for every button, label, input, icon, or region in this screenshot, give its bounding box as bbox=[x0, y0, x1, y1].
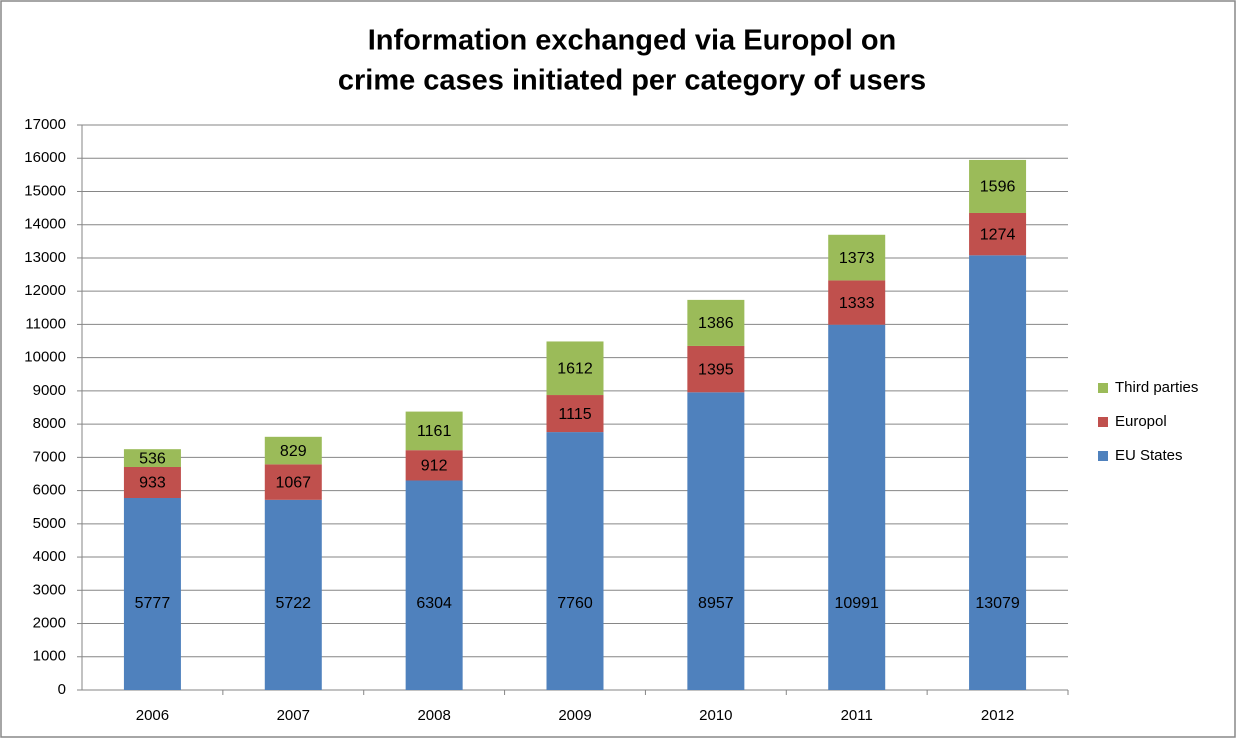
data-label: 1386 bbox=[698, 315, 734, 332]
y-tick-label: 9000 bbox=[33, 382, 66, 399]
data-label: 536 bbox=[139, 450, 166, 467]
data-label: 5777 bbox=[135, 595, 171, 612]
bar-segment bbox=[546, 341, 604, 396]
y-tick-label: 16000 bbox=[24, 149, 66, 166]
x-tick-label: 2011 bbox=[841, 707, 873, 724]
x-tick-label: 2010 bbox=[699, 707, 732, 724]
bar-segment bbox=[264, 436, 322, 465]
legend-swatch bbox=[1098, 417, 1108, 427]
data-label: 1333 bbox=[839, 295, 875, 312]
y-tick-label: 8000 bbox=[33, 415, 66, 432]
y-tick-label: 5000 bbox=[33, 515, 66, 532]
x-tick-label: 2006 bbox=[136, 707, 169, 724]
y-tick-label: 13000 bbox=[24, 249, 66, 266]
data-label: 1115 bbox=[558, 406, 591, 423]
data-label: 5722 bbox=[275, 595, 311, 612]
y-tick-label: 2000 bbox=[33, 614, 66, 631]
bar-segment bbox=[969, 159, 1027, 213]
data-label: 1596 bbox=[980, 179, 1016, 196]
data-label: 13079 bbox=[975, 595, 1020, 612]
chart-title: Information exchanged via Europol on bbox=[368, 25, 897, 57]
bar-segment bbox=[546, 395, 604, 433]
y-tick-label: 17000 bbox=[24, 116, 66, 133]
data-label: 1395 bbox=[698, 361, 734, 378]
data-label: 1274 bbox=[980, 226, 1016, 243]
data-label: 8957 bbox=[698, 595, 734, 612]
y-tick-label: 3000 bbox=[33, 581, 66, 598]
bar-segment bbox=[969, 212, 1027, 256]
legend-label: EU States bbox=[1115, 447, 1183, 464]
data-label: 10991 bbox=[834, 595, 879, 612]
data-label: 6304 bbox=[416, 595, 452, 612]
x-tick-label: 2012 bbox=[981, 707, 1014, 724]
bar-segment bbox=[123, 449, 181, 467]
y-tick-label: 7000 bbox=[33, 448, 66, 465]
bar-segment bbox=[264, 499, 322, 690]
x-tick-label: 2009 bbox=[558, 707, 591, 724]
data-label: 1612 bbox=[557, 360, 593, 377]
x-tick-label: 2007 bbox=[277, 707, 310, 724]
bar-segment bbox=[828, 280, 886, 325]
data-label: 933 bbox=[139, 475, 166, 492]
y-tick-label: 0 bbox=[58, 681, 66, 698]
bar-segment bbox=[405, 480, 463, 690]
bar-segment bbox=[969, 255, 1027, 690]
bar-segment bbox=[123, 466, 181, 498]
data-label: 1373 bbox=[839, 250, 875, 267]
data-label: 912 bbox=[421, 458, 448, 475]
bar-segment bbox=[828, 234, 886, 281]
y-tick-label: 1000 bbox=[33, 648, 66, 665]
bar-segment bbox=[264, 464, 322, 500]
bar-segment bbox=[687, 392, 745, 690]
bar-segment bbox=[687, 345, 745, 393]
bar-segment bbox=[546, 432, 604, 690]
y-tick-label: 15000 bbox=[24, 182, 66, 199]
data-label: 829 bbox=[280, 443, 307, 460]
y-tick-label: 12000 bbox=[24, 282, 66, 299]
bar-segment bbox=[687, 299, 745, 346]
y-tick-label: 10000 bbox=[24, 349, 66, 366]
y-tick-label: 11000 bbox=[25, 315, 66, 332]
x-tick-label: 2008 bbox=[417, 707, 450, 724]
legend-label: Europol bbox=[1115, 413, 1167, 430]
legend-swatch bbox=[1098, 383, 1108, 393]
data-label: 7760 bbox=[557, 595, 593, 612]
bar-segment bbox=[405, 411, 463, 451]
y-tick-label: 4000 bbox=[33, 548, 66, 565]
chart-title: crime cases initiated per category of us… bbox=[338, 65, 926, 97]
bar-segment bbox=[405, 450, 463, 481]
bar-segment bbox=[123, 497, 181, 690]
bar-segment bbox=[828, 324, 886, 690]
y-tick-label: 14000 bbox=[24, 216, 66, 233]
legend-label: Third parties bbox=[1115, 379, 1198, 396]
data-label: 1161 bbox=[417, 423, 452, 440]
y-tick-label: 6000 bbox=[33, 482, 66, 499]
data-label: 1067 bbox=[275, 474, 311, 491]
legend-swatch bbox=[1098, 451, 1108, 461]
